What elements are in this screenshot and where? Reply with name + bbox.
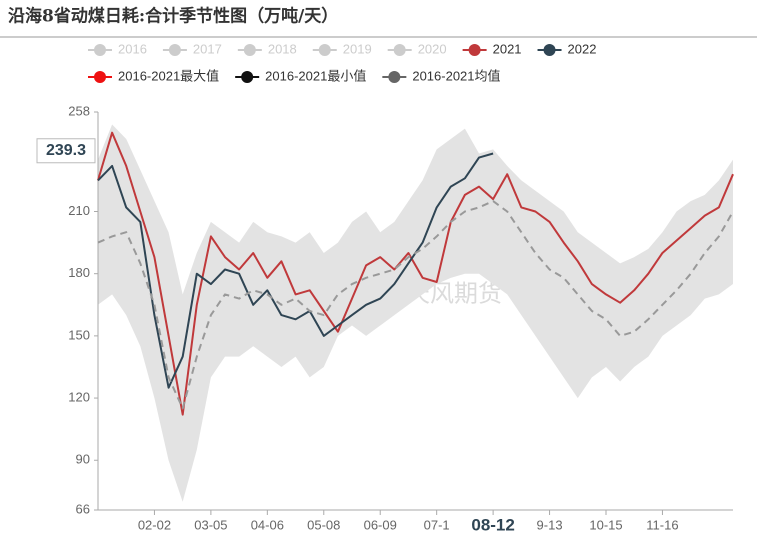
band-area: [98, 124, 733, 502]
legend-icon: [388, 71, 401, 83]
x-tick-label: 11-16: [646, 517, 678, 532]
chart-title: 沿海8省动煤日耗:合计季节性图（万吨/天）: [8, 6, 338, 27]
x-tick-label: 10-15: [589, 517, 622, 532]
legend-icon: [94, 44, 106, 56]
legend-label[interactable]: 2016-2021最大值: [118, 68, 219, 83]
x-tick-label: 06-09: [364, 517, 397, 532]
legend-label[interactable]: 2017: [193, 41, 222, 56]
y-tick-label: 150: [68, 327, 90, 342]
x-tick-label: 9-13: [537, 517, 563, 532]
legend-label[interactable]: 2022: [568, 41, 597, 56]
legend-icon: [543, 44, 556, 56]
legend-icon: [243, 44, 256, 56]
legend-label[interactable]: 2016: [118, 41, 147, 56]
x-tick-label: 05-08: [307, 517, 340, 532]
y-tick-label: 120: [68, 390, 90, 405]
x-tick-label: 02-02: [138, 517, 171, 532]
legend-icon: [468, 44, 481, 56]
x-tick-label: 04-06: [251, 517, 284, 532]
y-tick-label: 258: [68, 103, 90, 118]
legend-label[interactable]: 2016-2021均值: [412, 68, 500, 83]
legend-icon: [168, 44, 181, 56]
x-tick-label: 08-12: [471, 515, 514, 534]
y-tick-label: 210: [68, 203, 90, 218]
legend-icon: [241, 71, 254, 83]
x-tick-label: 07-1: [424, 517, 450, 532]
legend-label[interactable]: 2016-2021最小值: [265, 68, 366, 83]
legend-label[interactable]: 2021: [493, 41, 522, 56]
y-tick-label: 66: [76, 501, 90, 516]
legend-icon: [318, 44, 331, 56]
legend-icon: [94, 71, 106, 83]
series-line: [97, 152, 494, 389]
legend-label[interactable]: 2020: [418, 41, 447, 56]
x-tick-label: 03-05: [194, 517, 227, 532]
legend-label[interactable]: 2019: [343, 41, 372, 56]
pointer-label-box: [36, 138, 96, 164]
y-tick-label: 90: [76, 452, 90, 467]
legend-icon: [393, 44, 406, 56]
series-line: [97, 200, 734, 410]
legend-label[interactable]: 2018: [268, 41, 297, 56]
pointer-label: 239.3: [46, 142, 86, 159]
y-tick-label: 180: [68, 265, 90, 280]
series-line: [97, 131, 734, 416]
